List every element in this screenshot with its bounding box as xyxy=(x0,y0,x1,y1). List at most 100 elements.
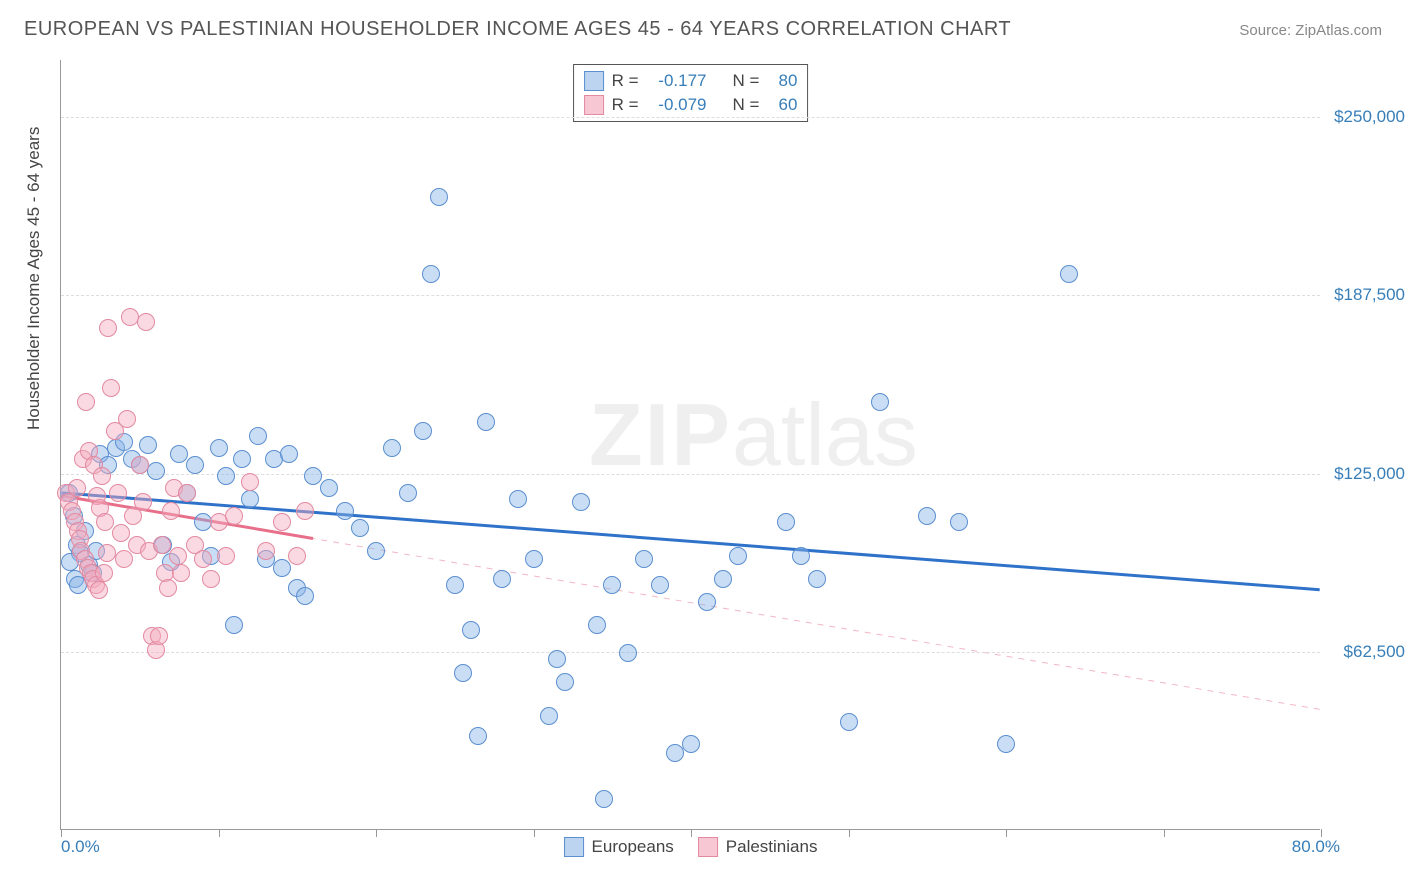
data-point xyxy=(273,513,291,531)
data-point xyxy=(257,542,275,560)
legend-swatch xyxy=(584,95,604,115)
data-point xyxy=(77,393,95,411)
data-point xyxy=(169,547,187,565)
data-point xyxy=(871,393,889,411)
data-point xyxy=(808,570,826,588)
y-tick-label: $125,000 xyxy=(1325,464,1405,484)
x-tick xyxy=(534,829,535,837)
data-point xyxy=(595,790,613,808)
data-point xyxy=(454,664,472,682)
gridline xyxy=(61,652,1320,653)
r-label: R = xyxy=(612,95,639,115)
series-legend-item: Palestinians xyxy=(698,837,818,857)
correlation-row: R =-0.177N =80 xyxy=(584,69,798,93)
data-point xyxy=(414,422,432,440)
gridline xyxy=(61,117,1320,118)
series-legend-item: Europeans xyxy=(564,837,674,857)
data-point xyxy=(548,650,566,668)
data-point xyxy=(147,462,165,480)
data-point xyxy=(351,519,369,537)
y-axis-label: Householder Income Ages 45 - 64 years xyxy=(24,127,44,430)
data-point xyxy=(1060,265,1078,283)
data-point xyxy=(273,559,291,577)
data-point xyxy=(241,490,259,508)
data-point xyxy=(320,479,338,497)
n-label: N = xyxy=(733,71,760,91)
n-label: N = xyxy=(733,95,760,115)
data-point xyxy=(249,427,267,445)
data-point xyxy=(162,502,180,520)
data-point xyxy=(134,493,152,511)
x-tick xyxy=(849,829,850,837)
x-tick xyxy=(61,829,62,837)
trend-line xyxy=(61,496,1319,710)
data-point xyxy=(90,581,108,599)
data-point xyxy=(95,564,113,582)
y-tick-label: $62,500 xyxy=(1325,642,1405,662)
data-point xyxy=(202,570,220,588)
series-legend: Europeans Palestinians xyxy=(564,837,818,857)
legend-swatch xyxy=(584,71,604,91)
data-point xyxy=(131,456,149,474)
data-point xyxy=(93,467,111,485)
data-point xyxy=(170,445,188,463)
data-point xyxy=(714,570,732,588)
correlation-legend: R =-0.177N =80R =-0.079N =60 xyxy=(573,64,809,122)
data-point xyxy=(194,550,212,568)
source-prefix: Source: xyxy=(1239,22,1295,39)
correlation-row: R = -0.079 N = 60 xyxy=(584,93,798,117)
data-point xyxy=(997,735,1015,753)
data-point xyxy=(109,484,127,502)
data-point xyxy=(68,479,86,497)
x-tick xyxy=(219,829,220,837)
data-point xyxy=(572,493,590,511)
data-point xyxy=(139,436,157,454)
data-point xyxy=(525,550,543,568)
data-point xyxy=(96,513,114,531)
plot-area: ZIPatlas R =-0.177N =80R =-0.079N =60 Eu… xyxy=(60,60,1320,830)
data-point xyxy=(588,616,606,634)
data-point xyxy=(233,450,251,468)
data-point xyxy=(950,513,968,531)
data-point xyxy=(280,445,298,463)
data-point xyxy=(99,319,117,337)
data-point xyxy=(556,673,574,691)
data-point xyxy=(112,524,130,542)
data-point xyxy=(729,547,747,565)
data-point xyxy=(540,707,558,725)
gridline xyxy=(61,295,1320,296)
n-value: 60 xyxy=(767,95,797,115)
data-point xyxy=(217,467,235,485)
data-point xyxy=(217,547,235,565)
r-value: -0.079 xyxy=(647,95,707,115)
source-link[interactable]: ZipAtlas.com xyxy=(1295,22,1382,39)
data-point xyxy=(430,188,448,206)
chart-title: EUROPEAN VS PALESTINIAN HOUSEHOLDER INCO… xyxy=(24,18,1011,41)
data-point xyxy=(225,507,243,525)
data-point xyxy=(178,484,196,502)
r-label: R = xyxy=(612,71,639,91)
data-point xyxy=(118,410,136,428)
data-point xyxy=(153,536,171,554)
watermark: ZIPatlas xyxy=(589,383,918,485)
data-point xyxy=(115,550,133,568)
x-limit-label: 0.0% xyxy=(61,837,100,857)
data-point xyxy=(186,456,204,474)
n-value: 80 xyxy=(767,71,797,91)
x-tick xyxy=(376,829,377,837)
trend-lines xyxy=(61,60,1320,829)
data-point xyxy=(210,439,228,457)
data-point xyxy=(635,550,653,568)
source-credit: Source: ZipAtlas.com xyxy=(1239,22,1382,39)
data-point xyxy=(296,587,314,605)
data-point xyxy=(509,490,527,508)
data-point xyxy=(137,313,155,331)
x-tick xyxy=(1006,829,1007,837)
data-point xyxy=(840,713,858,731)
data-point xyxy=(462,621,480,639)
data-point xyxy=(296,502,314,520)
series-label: Palestinians xyxy=(726,837,818,857)
data-point xyxy=(159,579,177,597)
data-point xyxy=(477,413,495,431)
data-point xyxy=(98,544,116,562)
